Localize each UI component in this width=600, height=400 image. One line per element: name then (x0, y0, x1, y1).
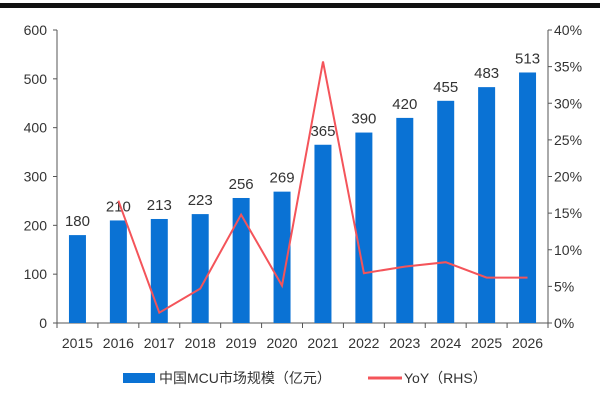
bar-data-label: 365 (310, 123, 335, 140)
right-tick-label: 35% (554, 59, 582, 75)
x-tick-label: 2026 (512, 335, 543, 351)
x-tick-label: 2022 (348, 335, 379, 351)
x-tick-label: 2023 (389, 335, 420, 351)
bar-data-label: 455 (433, 79, 458, 96)
x-tick-label: 2021 (307, 335, 338, 351)
right-tick-label: 25% (554, 132, 582, 148)
bar-data-label: 210 (106, 198, 131, 215)
left-tick-label: 200 (24, 217, 48, 233)
x-tick-label: 2025 (471, 335, 502, 351)
bar-data-label: 513 (515, 50, 540, 67)
right-tick-label: 5% (554, 278, 574, 294)
right-tick-label: 40% (554, 22, 582, 38)
legend-label-line: YoY（RHS） (404, 370, 487, 386)
right-tick-label: 20% (554, 169, 582, 185)
bar-data-label: 483 (474, 65, 499, 82)
bar (232, 197, 250, 323)
left-tick-label: 100 (24, 266, 48, 282)
x-tick-label: 2019 (226, 335, 257, 351)
bar-data-label: 390 (351, 111, 376, 128)
right-tick-label: 0% (554, 315, 574, 331)
bar (109, 220, 127, 323)
x-tick-label: 2016 (103, 335, 134, 351)
legend-label-bar: 中国MCU市场规模（亿元） (159, 370, 331, 386)
x-tick-label: 2024 (430, 335, 461, 351)
left-tick-label: 600 (24, 22, 48, 38)
bar (355, 132, 373, 323)
bar-data-label: 213 (147, 197, 172, 214)
bar (396, 117, 414, 324)
left-tick-label: 500 (24, 71, 48, 87)
bar (437, 100, 455, 323)
right-tick-label: 15% (554, 205, 582, 221)
bar-data-label: 269 (270, 170, 295, 187)
left-tick-label: 300 (24, 169, 48, 185)
legend-swatch-bar (123, 373, 155, 383)
bar (150, 218, 168, 323)
bar (314, 144, 332, 323)
bar (519, 72, 537, 323)
bar-data-label: 420 (392, 96, 417, 113)
x-tick-label: 2020 (266, 335, 297, 351)
x-tick-label: 2018 (185, 335, 216, 351)
bar (68, 235, 86, 323)
left-tick-label: 0 (39, 315, 47, 331)
x-tick-label: 2017 (144, 335, 175, 351)
right-tick-label: 10% (554, 242, 582, 258)
x-tick-label: 2015 (62, 335, 93, 351)
bar (273, 191, 291, 323)
bar (478, 87, 496, 323)
left-tick-label: 400 (24, 120, 48, 136)
top-border (0, 3, 600, 8)
bar-data-label: 223 (188, 192, 213, 209)
right-tick-label: 30% (554, 95, 582, 111)
bar-data-label: 256 (229, 176, 254, 193)
bar (191, 214, 209, 323)
bar-data-label: 180 (65, 213, 90, 230)
